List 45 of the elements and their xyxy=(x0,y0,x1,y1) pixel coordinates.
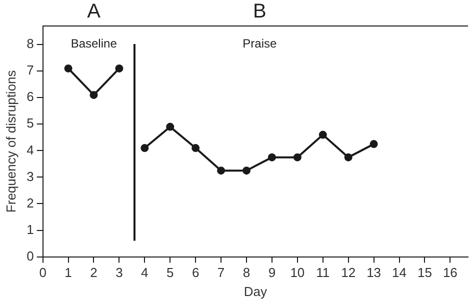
x-tick-label: 9 xyxy=(268,265,276,280)
y-tick-label: 2 xyxy=(26,195,34,210)
x-tick-label: 1 xyxy=(64,265,72,280)
x-tick-label: 7 xyxy=(217,265,225,280)
annotation: Baseline xyxy=(70,36,118,50)
annotation: Praise xyxy=(242,36,277,50)
point xyxy=(192,144,200,152)
point xyxy=(293,153,302,162)
x-tick-label: 4 xyxy=(141,265,148,280)
x-tick-label: 2 xyxy=(90,265,98,280)
y-tick-label: 8 xyxy=(26,36,34,52)
y-axis-title: Frequency of disruptions xyxy=(3,70,18,213)
y-tick-label: 4 xyxy=(26,142,34,158)
x-tick-label: 0 xyxy=(39,265,46,280)
point xyxy=(344,153,352,162)
y-tick-label: 6 xyxy=(26,89,34,104)
point xyxy=(115,64,124,72)
x-tick-label: 13 xyxy=(366,265,382,280)
x-tick-label: 16 xyxy=(442,265,458,280)
x-tick-label: 5 xyxy=(166,265,174,280)
x-axis-title: Day xyxy=(244,284,268,299)
point xyxy=(318,130,327,139)
x-tick-label: 15 xyxy=(417,265,432,280)
y-tick-label: 0 xyxy=(26,248,34,264)
point xyxy=(268,153,276,162)
text: A xyxy=(87,0,102,23)
x-tick-label: 14 xyxy=(392,265,406,280)
y-tick-label: 5 xyxy=(26,116,34,131)
point xyxy=(370,140,378,148)
point xyxy=(90,90,98,99)
x-tick-label: 3 xyxy=(116,265,123,280)
point xyxy=(64,64,72,72)
y-tick-label: 1 xyxy=(26,222,34,237)
x-tick-label: 12 xyxy=(341,265,356,280)
point xyxy=(217,166,226,175)
x-tick-label: 8 xyxy=(242,265,250,280)
point xyxy=(140,144,149,152)
x-tick-label: 6 xyxy=(192,265,200,280)
x-tick-label: 10 xyxy=(290,265,305,280)
point xyxy=(166,122,174,131)
x-tick-label: 11 xyxy=(316,265,330,280)
text: B xyxy=(252,0,266,23)
y-tick-label: 3 xyxy=(26,168,34,184)
point xyxy=(242,166,251,175)
y-tick-label: 7 xyxy=(26,62,34,78)
